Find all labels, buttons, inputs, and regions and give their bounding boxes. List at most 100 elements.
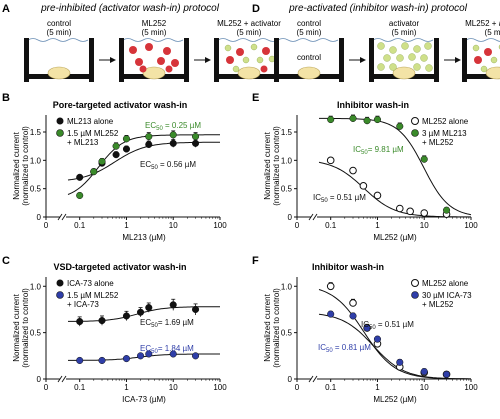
x-tick-label: 0 [295, 221, 300, 230]
activator-particle [401, 42, 409, 50]
legend-label-ml252-alone-f: ML252 alone [422, 279, 469, 288]
y-axis-label: Normalized current [263, 293, 272, 361]
data-point [76, 317, 84, 326]
data-point [349, 312, 357, 320]
activator-particle [232, 65, 240, 73]
data-point [122, 135, 131, 143]
data-point [191, 139, 200, 147]
panel-letter-e: E [252, 92, 259, 104]
x-tick-label: 100 [464, 221, 478, 230]
chart-b: 0 0.5 1.0 1.5 0 0.1 1 10 100 ML213 (µM) Normalized… [12, 115, 227, 242]
axis-break-mark [312, 213, 318, 221]
y-tick-label: 1.0 [281, 156, 293, 165]
annotation-ec50-black: EC50 = 0.56 µM [140, 160, 196, 171]
data-point [169, 301, 177, 309]
activator-particle [420, 54, 428, 62]
chart-c-title: VSD-targeted activator wash-in [53, 262, 186, 272]
chart-f-title: Inhibitor wash-in [312, 262, 384, 272]
chart-e: 0 0.5 1.0 1.5 0 0.1 1 10 100 ML252 (µM) Normalized… [263, 114, 478, 242]
data-point [373, 115, 382, 124]
data-point [396, 358, 404, 366]
axis-break-mark [308, 213, 314, 221]
data-point [76, 191, 84, 200]
chamber-wall-right [184, 38, 189, 82]
protocol-step-duration: (5 min) [142, 28, 167, 37]
protocol-step-name: ML252 + activator [465, 19, 500, 28]
chamber-wall-left [369, 38, 374, 82]
x-tick-label: 0.1 [74, 221, 86, 230]
panel-e: E Inhibitor wash-in 0 0.5 1.0 1.5 0 0.1 1 10 100… [252, 92, 478, 242]
y-tick-label: 0.5 [30, 329, 42, 338]
legend-marker-ml213 [56, 117, 64, 125]
panel-letter-a: A [2, 3, 10, 15]
legend-label-plus-ml213: + ML213 [67, 138, 99, 147]
y-axis-label: Normalized current [12, 131, 21, 199]
legend-label-ml252: 1.5 µM ML252 [67, 129, 119, 138]
panel-letter-d: D [252, 3, 260, 15]
panel-d-title: pre-activated (inhibitor wash-in) protoc… [288, 3, 468, 14]
cell [485, 66, 500, 80]
x-tick-label: 0 [44, 383, 49, 392]
cell [47, 66, 71, 80]
data-point [169, 131, 177, 139]
legend-marker-ml213-ml252 [411, 129, 419, 137]
y-tick-label: 0.5 [281, 185, 293, 194]
activator-particle [377, 42, 385, 50]
inhibitor-particle [484, 48, 492, 56]
y-tick-label: 1.5 [281, 128, 293, 137]
data-point [112, 142, 120, 150]
x-axis-label: ML252 (µM) [373, 233, 417, 242]
data-point [122, 312, 131, 320]
data-point [442, 370, 451, 378]
data-point [420, 209, 429, 217]
activator-particle [250, 43, 258, 51]
activator-particle [413, 45, 421, 53]
protocol-step-duration: (5 min) [392, 28, 417, 37]
annotation-ec50-green: EC50 = 0.25 µM [145, 121, 201, 132]
panel-c: C VSD-targeted activator wash-in 0 0.5 1.0… [2, 255, 227, 404]
data-point [442, 206, 451, 214]
data-point [169, 350, 177, 358]
data-point [406, 207, 414, 216]
data-point [145, 304, 153, 312]
data-point [76, 173, 84, 181]
cell-label-control: control [297, 53, 321, 62]
chart-f-legend: ML252 alone 30 µM ICA-73 + ML252 [411, 279, 472, 309]
activator-particle [389, 46, 397, 54]
y-tick-label: 1.0 [30, 156, 42, 165]
inhibitor-particle [129, 46, 137, 54]
x-tick-label: 10 [420, 383, 429, 392]
data-point [191, 132, 200, 141]
data-point [169, 139, 177, 147]
inhibitor-particle [163, 47, 171, 55]
chart-f: 0 0.5 1.0 0 0.1 1 10 100 ML252 (µM) Normalized cu… [263, 277, 478, 404]
chamber-wall-left [274, 38, 279, 82]
axis-break-mark [308, 375, 314, 383]
annotation-ic50-blue-f: IC50 = 0.81 µM [318, 343, 371, 354]
y-tick-label: 0 [288, 375, 293, 384]
x-tick-label: 1 [375, 221, 380, 230]
cell [297, 66, 321, 80]
y-tick-label: 0.5 [281, 329, 293, 338]
x-tick-label: 10 [420, 221, 429, 230]
axis-break-mark [61, 375, 67, 383]
y-tick-label: 0 [37, 375, 42, 384]
data-point [326, 156, 335, 165]
activator-particle [377, 63, 385, 71]
y-tick-label: 1.5 [30, 128, 42, 137]
y-axis-label: Normalized current [12, 293, 21, 361]
legend-marker-ml252-alone [411, 117, 419, 125]
chart-b-title: Pore-targeted activator wash-in [53, 100, 188, 110]
protocol-step-duration: (5 min) [47, 28, 72, 37]
solution-surface [122, 38, 184, 42]
panel-letter-f: F [252, 255, 259, 267]
y-axis-label-sub: (normalized to control) [21, 288, 30, 368]
protocol-a-schematic: control(5 min)ML252(5 min)ML252 + activa… [24, 19, 284, 82]
panel-f: F Inhibitor wash-in 0 0.5 1.0 0 0.1 1 10 100 ML2… [252, 255, 478, 404]
activator-particle [408, 53, 416, 61]
protocol-step-duration: (5 min) [237, 28, 262, 37]
data-point [122, 355, 131, 363]
panel-a-title: pre-inhibited (activator wash-in) protoc… [40, 3, 220, 14]
legend-label-ml213: ML213 alone [67, 117, 114, 126]
annotation-ec50-black-c: EC50= 1.69 µM [140, 318, 194, 329]
